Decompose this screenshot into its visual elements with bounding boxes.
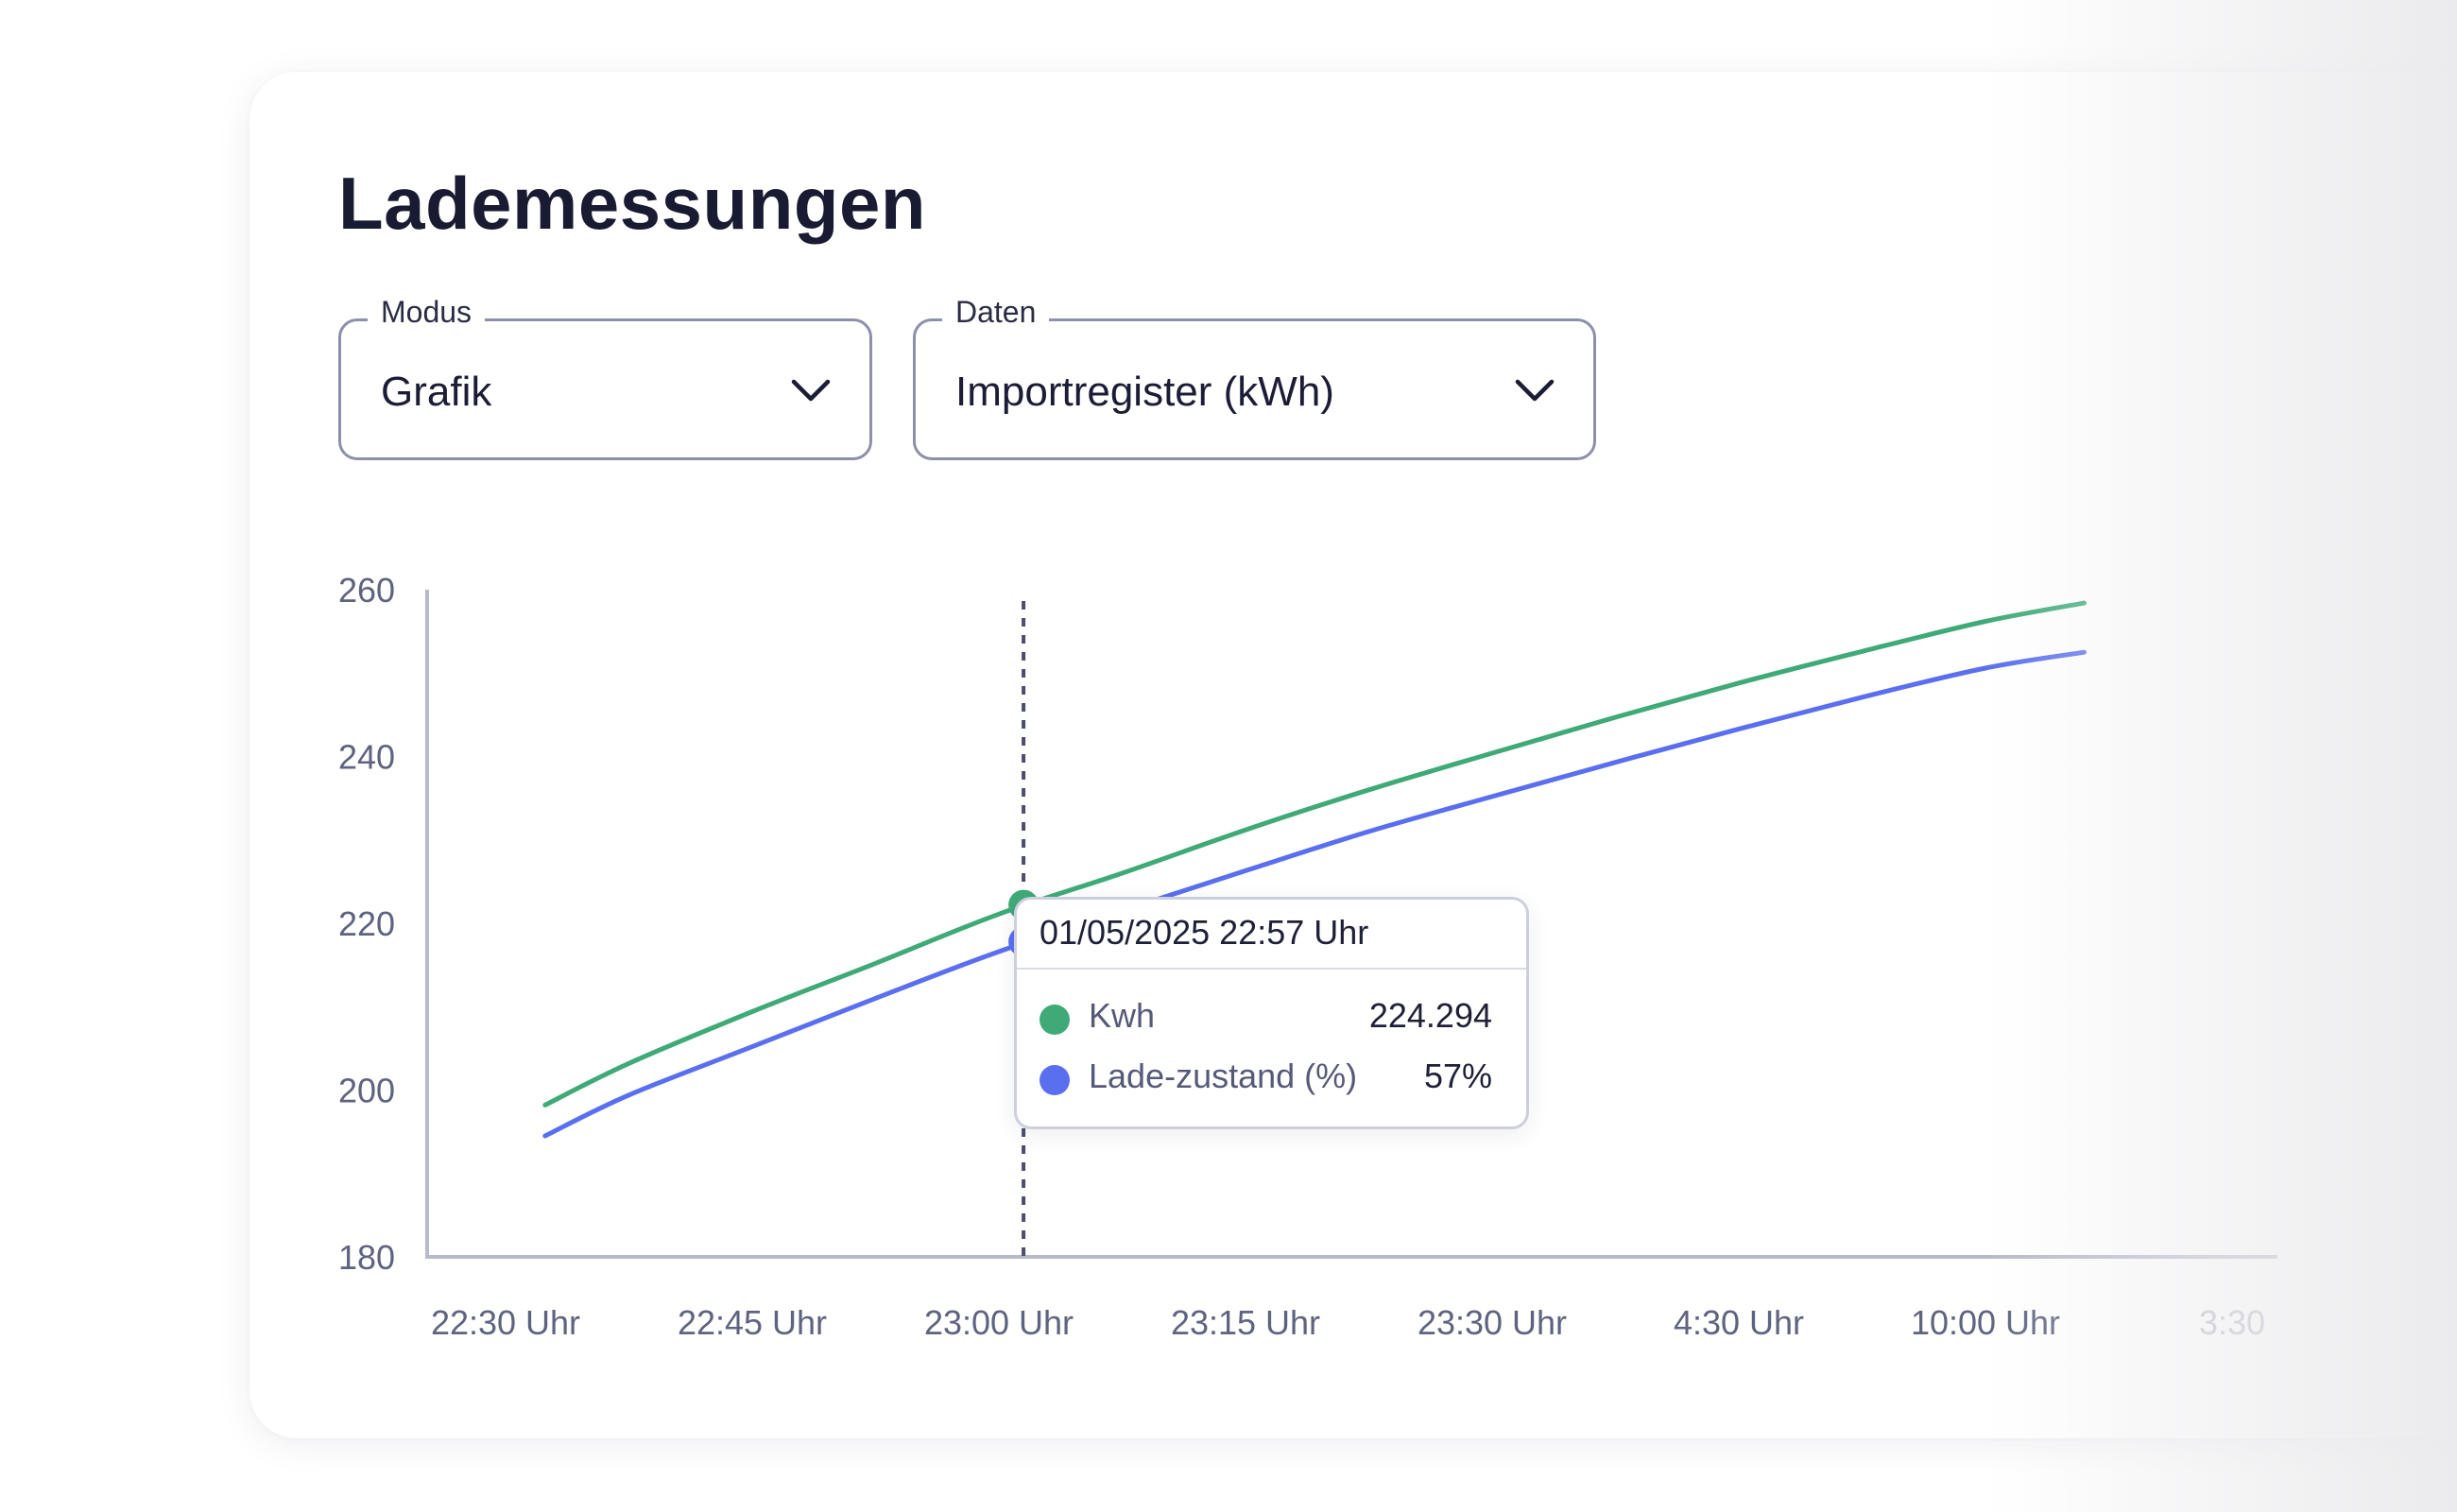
tooltip-datetime: 01/05/2025 22:57 Uhr [1017, 900, 1526, 970]
x-tick-label: 23:30 Uhr [1418, 1303, 1567, 1342]
x-tick-label: 23:00 Uhr [924, 1303, 1074, 1342]
y-tick-label: 200 [338, 1072, 395, 1110]
tooltip-row-label: Lade-zustand (%) [1089, 1057, 1358, 1095]
mode-select-value: Grafik [381, 369, 492, 415]
x-tick-label: 3:30 [2199, 1303, 2265, 1342]
data-select-value: Importregister (kWh) [955, 369, 1334, 415]
chevron-down-icon [1515, 379, 1555, 402]
chart-tooltip: 01/05/2025 22:57 Uhr Kwh 224.294 Lade-zu… [1014, 897, 1529, 1129]
kwh-series-line [542, 600, 2087, 1108]
y-tick-label: 220 [338, 904, 395, 943]
soc-series-line [542, 649, 2087, 1139]
mode-select[interactable]: Modus Grafik [338, 295, 872, 460]
chevron-down-icon [791, 379, 831, 402]
tooltip-row-value: 57% [1423, 1057, 1492, 1095]
tooltip-row-value: 224.294 [1368, 996, 1492, 1035]
page-title: Lademessungen [338, 162, 927, 245]
y-tick-label: 180 [338, 1238, 395, 1277]
x-tick-label: 4:30 Uhr [1674, 1303, 1804, 1342]
soc-legend-dot [1040, 1065, 1070, 1095]
x-tick-label: 22:45 Uhr [678, 1303, 827, 1342]
tooltip-row-label: Kwh [1089, 996, 1156, 1035]
x-tick-label: 23:15 Uhr [1171, 1303, 1320, 1342]
y-axis-ticks: 260 240 220 200 180 [338, 571, 395, 1277]
x-tick-label: 22:30 Uhr [431, 1303, 580, 1342]
y-tick-label: 240 [338, 738, 395, 777]
axes [425, 590, 2277, 1259]
kwh-legend-dot [1040, 1005, 1070, 1035]
mode-select-label: Modus [368, 295, 486, 330]
x-tick-label: 10:00 Uhr [1911, 1303, 2060, 1342]
series-layer [542, 600, 2087, 1139]
x-axis-ticks: 22:30 Uhr 22:45 Uhr 23:00 Uhr 23:15 Uhr 23:3… [431, 1303, 2265, 1342]
tooltip-row-soc: Lade-zustand (%) 57% [1040, 1057, 1492, 1104]
data-select-label: Daten [942, 295, 1050, 330]
y-tick-label: 260 [338, 571, 395, 610]
data-select[interactable]: Daten Importregister (kWh) [913, 295, 1596, 460]
tooltip-row-kwh: Kwh 224.294 [1040, 996, 1492, 1043]
